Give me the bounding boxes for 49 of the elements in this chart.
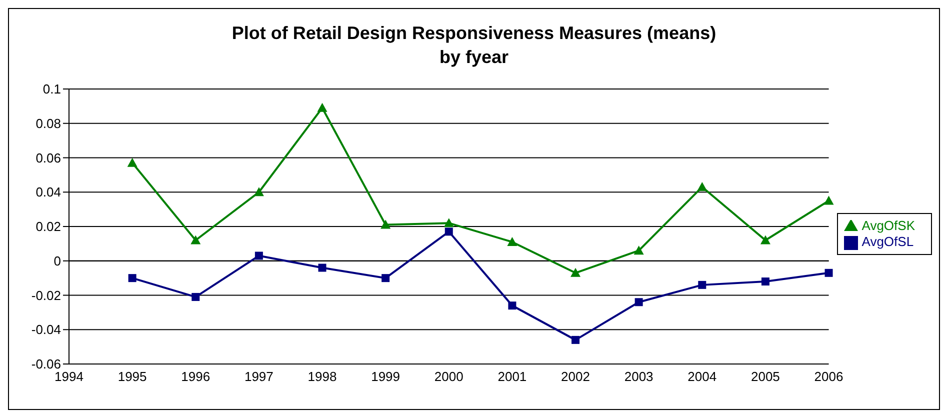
point (760, 235, 770, 244)
chart-title: Plot of Retail Design Responsiveness Measures (means) by fyear (230, 22, 718, 69)
x-tick-label: 2004 (688, 369, 717, 384)
point (128, 274, 136, 282)
x-tick-label: 1998 (308, 369, 337, 384)
y-tick-label: 0.04 (36, 184, 61, 200)
point (318, 264, 326, 272)
point (824, 196, 834, 205)
point (444, 228, 453, 236)
y-tick-label: 0 (54, 253, 61, 268)
point (444, 218, 454, 228)
point (127, 158, 138, 167)
point (192, 292, 200, 301)
y-tick-label: -0.06 (31, 356, 61, 372)
point (634, 298, 643, 306)
point (698, 280, 706, 289)
point (507, 236, 518, 246)
x-tick-label: 2002 (561, 369, 590, 384)
point (634, 246, 644, 255)
legend-label: AvgOfSL (862, 234, 914, 249)
y-tick-label: 0.02 (36, 219, 61, 234)
point (824, 268, 833, 277)
point (317, 102, 328, 112)
x-tick-label: 2003 (624, 369, 654, 384)
point (254, 187, 264, 196)
x-tick-label: 1996 (181, 369, 210, 384)
legend-label: AvgOfSK (862, 218, 915, 234)
point (190, 235, 201, 244)
x-tick-label: 2005 (750, 369, 780, 384)
x-tick-label: 2001 (498, 369, 527, 384)
y-tick-label: 0.1 (42, 82, 61, 97)
y-tick-label: 0.06 (36, 150, 61, 166)
x-tick-label: 2000 (434, 369, 464, 384)
point (254, 252, 263, 260)
x-tick-label: 1995 (118, 369, 147, 384)
x-tick-label: 2006 (814, 369, 844, 384)
point (382, 274, 390, 282)
x-tick-label: 1999 (371, 369, 400, 384)
x-tick-label: 1997 (244, 369, 274, 384)
y-tick-label: 0.08 (36, 116, 61, 131)
point (572, 336, 580, 344)
point (761, 278, 770, 286)
y-tick-label: -0.02 (31, 288, 61, 303)
point (570, 268, 581, 277)
point (380, 220, 391, 229)
point (697, 182, 708, 191)
x-tick-label: 1994 (54, 369, 84, 384)
point (508, 302, 516, 310)
y-tick-label: -0.04 (31, 322, 61, 338)
